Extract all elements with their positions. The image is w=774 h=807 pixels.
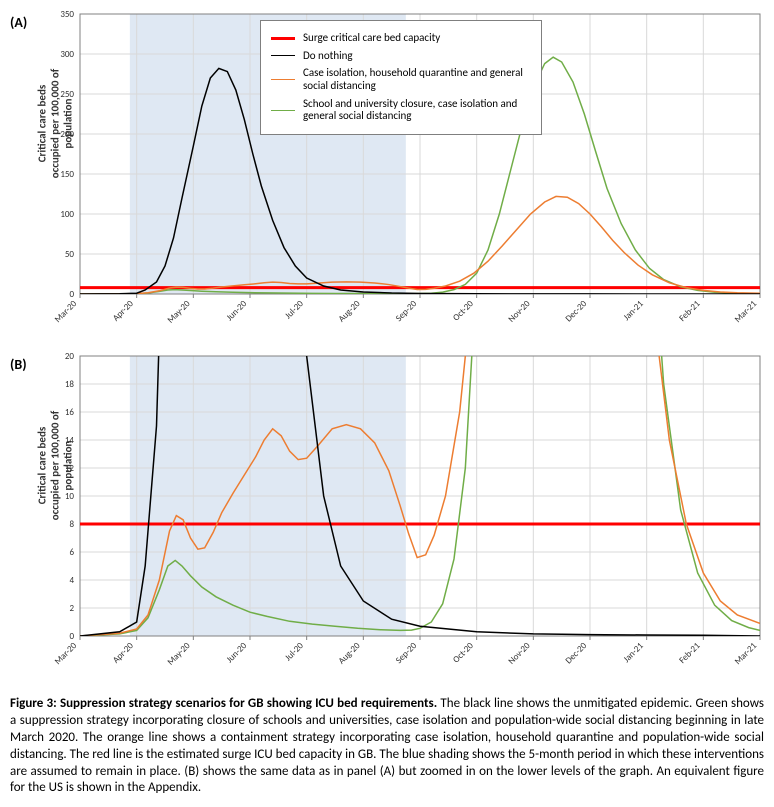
svg-text:300: 300 (60, 49, 74, 60)
svg-text:Apr-20: Apr-20 (111, 298, 137, 324)
panel-b: (B) 02468101214161820Mar-20Apr-20May-20J… (10, 352, 764, 686)
svg-text:Sep-20: Sep-20 (393, 298, 419, 324)
caption-title: Figure 3: Suppression strategy scenarios… (10, 696, 437, 711)
svg-text:2: 2 (69, 603, 74, 614)
svg-text:350: 350 (60, 10, 74, 20)
svg-text:Feb-21: Feb-21 (677, 640, 703, 666)
svg-text:Feb-21: Feb-21 (677, 298, 703, 324)
svg-text:Mar-20: Mar-20 (52, 640, 79, 667)
svg-text:50: 50 (65, 249, 75, 260)
svg-text:Oct-20: Oct-20 (451, 298, 476, 323)
svg-text:Mar-21: Mar-21 (732, 640, 759, 667)
svg-text:Mar-21: Mar-21 (732, 298, 759, 325)
plot-a: 050100150200250300350Mar-20Apr-20May-20J… (10, 10, 764, 344)
svg-text:May-20: May-20 (165, 298, 193, 326)
svg-text:Jan-21: Jan-21 (621, 640, 646, 665)
svg-text:Aug-20: Aug-20 (336, 640, 363, 667)
svg-text:Apr-20: Apr-20 (111, 640, 137, 666)
svg-text:8: 8 (69, 519, 74, 530)
svg-text:Dec-20: Dec-20 (563, 640, 589, 666)
svg-text:Jun-20: Jun-20 (224, 640, 249, 665)
svg-text:6: 6 (69, 547, 74, 558)
svg-text:Jan-21: Jan-21 (621, 298, 646, 323)
svg-text:Aug-20: Aug-20 (336, 298, 363, 325)
chart-legend: Surge critical care bed capacityDo nothi… (260, 20, 542, 135)
svg-text:May-20: May-20 (165, 640, 193, 668)
svg-text:Mar-20: Mar-20 (52, 298, 79, 325)
svg-text:Jul-20: Jul-20 (283, 298, 306, 321)
svg-text:18: 18 (65, 379, 75, 390)
svg-text:Jul-20: Jul-20 (283, 640, 306, 663)
panel-a: (A) 050100150200250300350Mar-20Apr-20May… (10, 10, 764, 344)
svg-text:Nov-20: Nov-20 (506, 298, 533, 325)
svg-text:Nov-20: Nov-20 (506, 640, 533, 667)
svg-text:20: 20 (65, 352, 75, 362)
plot-b: 02468101214161820Mar-20Apr-20May-20Jun-2… (10, 352, 764, 686)
svg-text:Jun-20: Jun-20 (224, 298, 249, 323)
svg-text:100: 100 (60, 209, 74, 220)
svg-text:Dec-20: Dec-20 (563, 298, 589, 324)
svg-text:Sep-20: Sep-20 (393, 640, 419, 666)
figure-caption: Figure 3: Suppression strategy scenarios… (10, 696, 764, 797)
svg-text:Oct-20: Oct-20 (451, 640, 476, 665)
svg-text:4: 4 (69, 575, 74, 586)
